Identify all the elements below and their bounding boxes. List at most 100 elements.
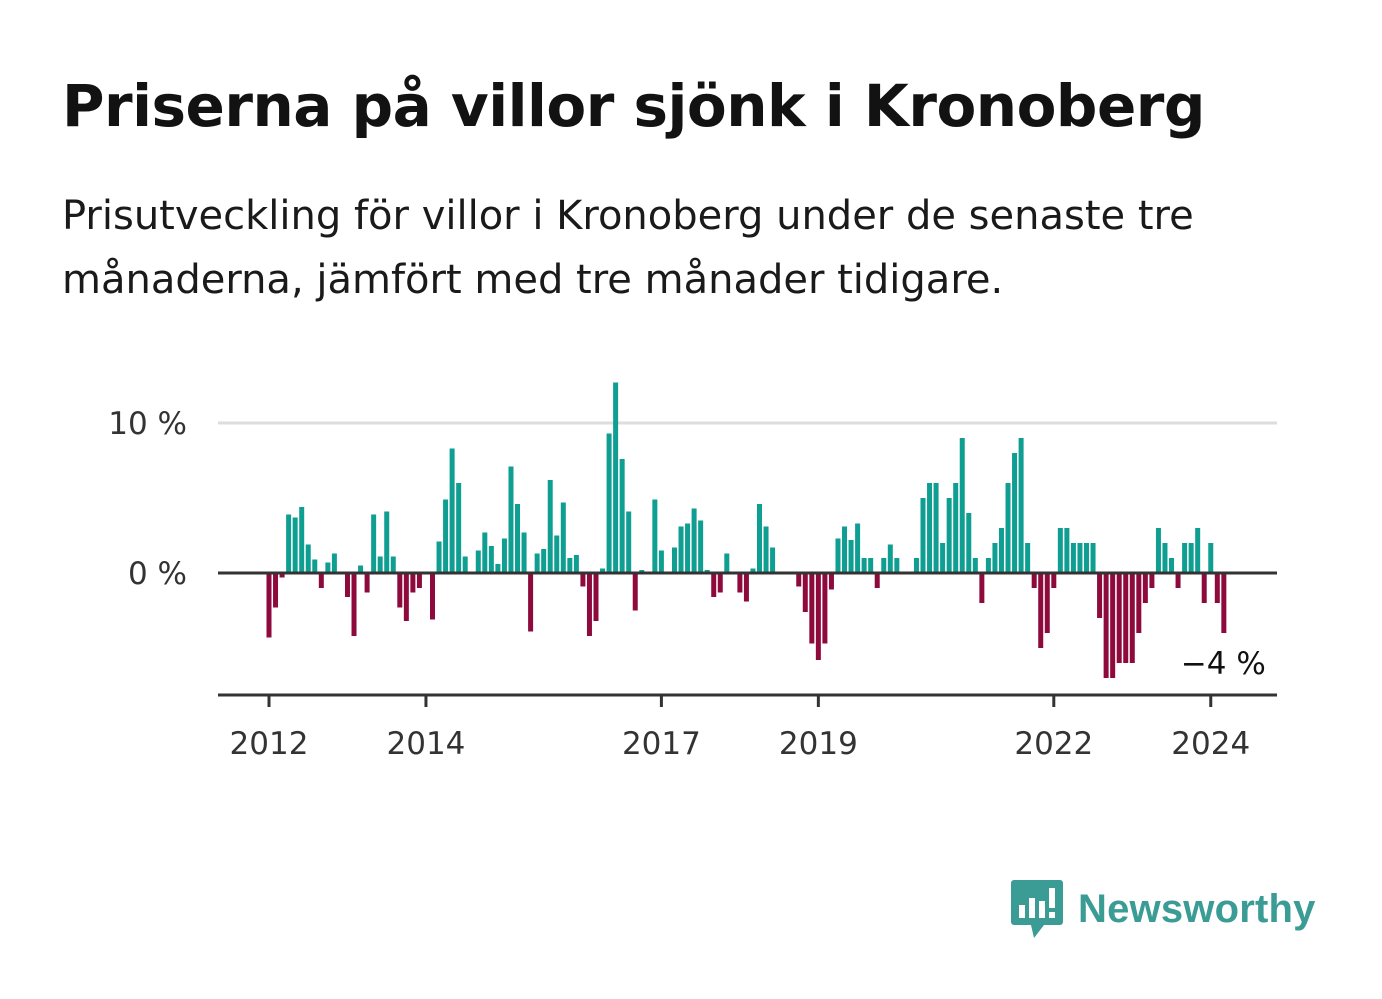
bar — [580, 573, 586, 587]
bar — [1064, 528, 1070, 573]
x-tick-label: 2012 — [230, 726, 309, 762]
bar — [273, 573, 279, 608]
bar — [488, 546, 494, 573]
bar — [815, 573, 821, 660]
bar — [946, 498, 952, 573]
bar — [501, 538, 507, 573]
bar — [1018, 438, 1024, 573]
bar — [397, 573, 403, 608]
bar — [757, 504, 762, 573]
bar — [1097, 573, 1103, 618]
bar — [593, 573, 599, 621]
bar — [658, 550, 664, 573]
bar — [1136, 573, 1142, 633]
newsworthy-logo-icon — [1011, 880, 1063, 938]
bar — [462, 556, 468, 573]
bar — [586, 573, 592, 636]
bar — [855, 523, 861, 573]
bar — [534, 553, 540, 573]
bar — [495, 564, 501, 573]
bar — [560, 502, 566, 573]
bar — [1070, 543, 1076, 573]
bar — [770, 547, 776, 573]
y-tick-label: 0 % — [128, 556, 187, 592]
bar — [456, 483, 462, 573]
bar — [410, 573, 416, 593]
chart-subtitle: Prisutveckling för villor i Kronoberg un… — [62, 193, 1194, 303]
bar — [1221, 573, 1227, 633]
bar — [1110, 573, 1116, 678]
bar — [573, 555, 579, 573]
bar — [881, 558, 887, 573]
bar — [416, 573, 422, 588]
bar — [1031, 573, 1037, 588]
bar — [1188, 543, 1194, 573]
bar — [1214, 573, 1220, 603]
bar — [443, 499, 449, 573]
bar — [613, 382, 619, 573]
y-tick-label: 10 % — [108, 406, 187, 442]
bar — [436, 541, 442, 573]
bar — [1175, 573, 1181, 588]
bar — [822, 573, 828, 644]
bar — [377, 556, 383, 573]
bar — [1077, 543, 1083, 573]
bar — [1169, 558, 1175, 573]
bar — [972, 558, 978, 573]
bar — [887, 544, 893, 573]
bar — [1025, 543, 1031, 573]
bar — [1103, 573, 1109, 678]
bar — [927, 483, 933, 573]
bar — [868, 558, 874, 573]
bar — [1182, 543, 1188, 573]
bar — [318, 573, 324, 588]
x-tick-label: 2017 — [622, 726, 701, 762]
bar — [1051, 573, 1057, 588]
bar — [1201, 573, 1207, 603]
bar — [750, 568, 756, 573]
bar — [763, 526, 769, 573]
bar — [299, 507, 305, 573]
bar — [717, 573, 723, 593]
bar — [600, 568, 606, 573]
bar — [305, 544, 311, 573]
bar — [384, 511, 390, 573]
bar — [1142, 573, 1148, 603]
bar — [279, 573, 285, 578]
bar — [724, 553, 730, 573]
bar — [619, 459, 625, 573]
brand-logo: Newsworthy — [1010, 878, 1316, 940]
bar — [652, 499, 658, 573]
axes — [218, 571, 1277, 707]
bar — [1129, 573, 1135, 663]
bar — [521, 532, 527, 573]
chart-title: Priserna på villor sjönk i Kronoberg — [62, 72, 1205, 140]
bar — [894, 558, 900, 573]
last-value-label: −4 % — [1181, 646, 1266, 682]
bar — [802, 573, 808, 612]
bar — [953, 483, 959, 573]
bar — [1044, 573, 1050, 633]
bar — [266, 573, 272, 638]
bar — [475, 550, 481, 573]
bar — [1116, 573, 1122, 663]
bars — [266, 382, 1227, 678]
bar — [678, 526, 684, 573]
bar — [1012, 453, 1018, 573]
bar — [344, 573, 350, 597]
bar — [835, 538, 841, 573]
bar — [685, 523, 691, 573]
bar — [606, 433, 612, 573]
labels: 0 % 10 % 2012 2014 2017 2019 2022 2024 −4 % — [108, 406, 1266, 762]
x-tick-label: 2024 — [1171, 726, 1250, 762]
bar — [626, 511, 632, 573]
bar — [482, 532, 488, 573]
bar — [796, 573, 802, 587]
bar — [737, 573, 743, 593]
bar — [567, 558, 573, 573]
bar — [1038, 573, 1044, 648]
bar — [292, 517, 298, 573]
bar — [809, 573, 815, 644]
bar — [358, 565, 364, 573]
bar — [1123, 573, 1129, 663]
